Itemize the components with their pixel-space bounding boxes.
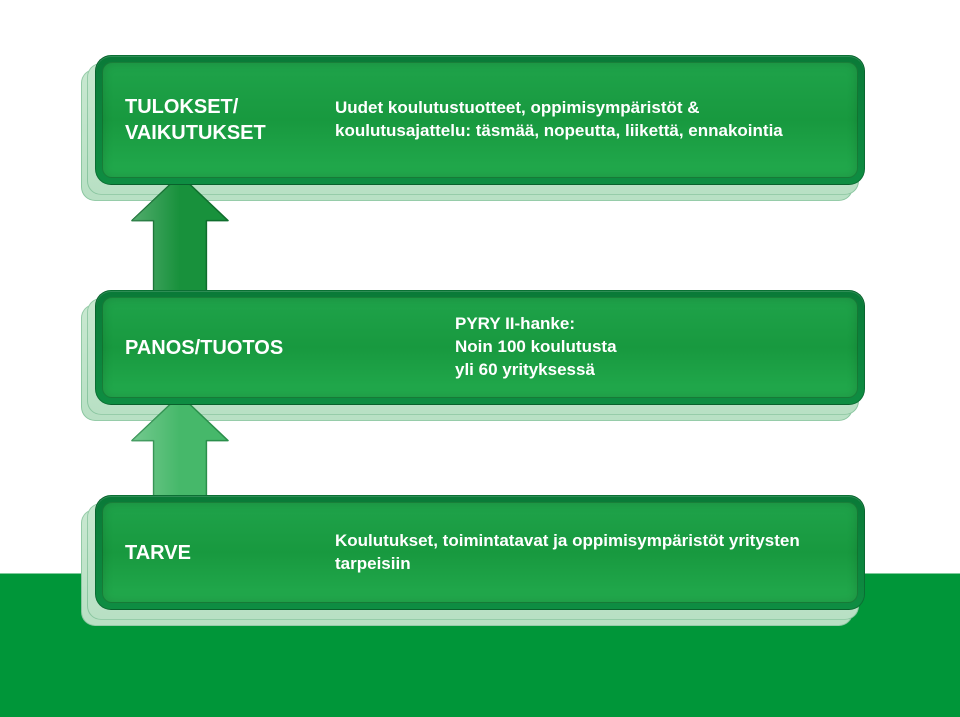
need-box: TARVE Koulutukset, toimintatavat ja oppi… — [95, 495, 865, 610]
input-output-text: PYRY II-hanke:Noin 100 koulutustayli 60 … — [455, 313, 835, 382]
input-output-label: PANOS/TUOTOS — [125, 335, 455, 361]
need-text: Koulutukset, toimintatavat ja oppimisymp… — [335, 530, 835, 576]
need-label: TARVE — [125, 540, 335, 566]
results-label: TULOKSET/VAIKUTUKSET — [125, 94, 335, 146]
results-text: Uudet koulutustuotteet, oppimisympäristö… — [335, 97, 835, 143]
results-box: TULOKSET/VAIKUTUKSET Uudet koulutustuott… — [95, 55, 865, 185]
input-output-box: PANOS/TUOTOS PYRY II-hanke:Noin 100 koul… — [95, 290, 865, 405]
